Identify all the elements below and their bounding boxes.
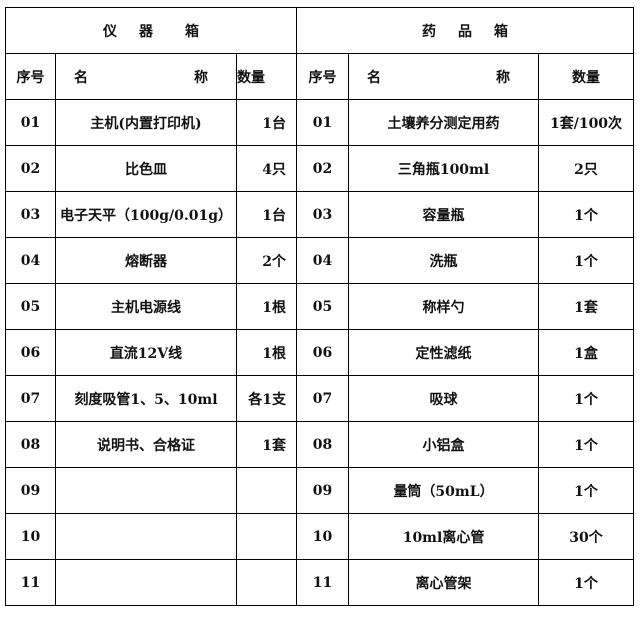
- reagent-name-cell: 三角瓶100ml: [348, 145, 540, 192]
- instrument-name-cell: 主机(内置打印机): [55, 99, 237, 146]
- reagent-qty-cell: 1套/100次: [538, 99, 635, 146]
- instrument-index-cell: 08: [5, 421, 56, 468]
- header-name-left: 名: [367, 69, 382, 86]
- reagent-name-cell: 小铝盒: [348, 421, 540, 468]
- reagent-index-cell: 08: [296, 421, 350, 468]
- reagent-index-cell: 04: [296, 237, 350, 284]
- reagent-qty-cell: 1个: [538, 421, 635, 468]
- header-qty: 数量: [235, 53, 298, 100]
- instrument-index-cell: 07: [5, 375, 56, 422]
- instrument-index-cell: 10: [5, 513, 56, 560]
- instrument-name-cell: 说明书、合格证: [55, 421, 237, 468]
- reagent-index-cell: 09: [296, 467, 350, 514]
- reagent-index-cell: 11: [296, 559, 350, 606]
- table-row: 03 电子天平（100g/0.01g） 1台 03 容量瓶 1个: [5, 191, 635, 238]
- instrument-name-cell: [55, 559, 237, 606]
- instrument-name-cell: 比色皿: [55, 145, 237, 192]
- table-row: 04 熔断器 2个 04 洗瓶 1个: [5, 237, 635, 284]
- instrument-qty-cell: [235, 559, 298, 606]
- header-qty: 数量: [538, 53, 635, 100]
- table-row: 09 09 量筒（50mL） 1个: [5, 467, 635, 514]
- instrument-qty-cell: 1根: [235, 329, 298, 376]
- instrument-qty-cell: 4只: [235, 145, 298, 192]
- reagent-name-cell: 定性滤纸: [348, 329, 540, 376]
- instrument-qty-cell: 1台: [235, 99, 298, 146]
- header-name-right: 称: [194, 69, 208, 86]
- instrument-name-cell: 主机电源线: [55, 283, 237, 330]
- title-char: 器: [139, 23, 153, 40]
- reagent-qty-cell: 1个: [538, 191, 635, 238]
- instrument-name-cell: 刻度吸管1、5、10ml: [55, 375, 237, 422]
- reagent-name-cell: 量筒（50mL）: [348, 467, 540, 514]
- reagent-name-cell: 土壤养分测定用药: [348, 99, 540, 146]
- reagent-qty-cell: 30个: [538, 513, 635, 560]
- reagent-qty-cell: 1个: [538, 375, 635, 422]
- reagent-name-cell: 离心管架: [348, 559, 540, 606]
- reagent-index-cell: 07: [296, 375, 350, 422]
- header-name-left: 名: [74, 69, 88, 86]
- instrument-index-cell: 05: [5, 283, 56, 330]
- instrument-qty-cell: 1套: [235, 421, 298, 468]
- reagent-index-cell: 10: [296, 513, 350, 560]
- reagent-qty-cell: 1套: [538, 283, 635, 330]
- title-char: 仪: [103, 23, 117, 40]
- table-row: 06 直流12V线 1根 06 定性滤纸 1盒: [5, 329, 635, 376]
- instrument-index-cell: 01: [5, 99, 56, 146]
- header-index: 序号: [296, 53, 350, 100]
- header-index: 序号: [5, 53, 56, 100]
- table-row: 10 10 10ml离心管 30个: [5, 513, 635, 560]
- instrument-index-cell: 02: [5, 145, 56, 192]
- instrument-index-cell: 09: [5, 467, 56, 514]
- reagent-index-cell: 05: [296, 283, 350, 330]
- instrument-qty-cell: 1根: [235, 283, 298, 330]
- table-row: 02 比色皿 4只 02 三角瓶100ml 2只: [5, 145, 635, 192]
- reagent-name-cell: 洗瓶: [348, 237, 540, 284]
- header-name: 名称: [55, 53, 237, 100]
- instrument-qty-cell: 各1支: [235, 375, 298, 422]
- instrument-qty-cell: [235, 513, 298, 560]
- reagent-qty-cell: 1个: [538, 467, 635, 514]
- instrument-qty-cell: [235, 467, 298, 514]
- title-char: 箱: [494, 23, 509, 40]
- instrument-index-cell: 03: [5, 191, 56, 238]
- reagent-name-cell: 称样勺: [348, 283, 540, 330]
- instrument-index-cell: 06: [5, 329, 56, 376]
- instrument-index-cell: 04: [5, 237, 56, 284]
- instrument-name-cell: 电子天平（100g/0.01g）: [55, 191, 237, 238]
- reagent-index-cell: 02: [296, 145, 350, 192]
- instrument-name-cell: 直流12V线: [55, 329, 237, 376]
- reagent-box-title: 药品箱: [296, 7, 635, 54]
- title-char: 药: [422, 23, 437, 40]
- instrument-box-title: 仪器箱: [4, 7, 298, 54]
- reagent-qty-cell: 2只: [538, 145, 635, 192]
- reagent-index-cell: 06: [296, 329, 350, 376]
- reagent-name-cell: 吸球: [348, 375, 540, 422]
- header-name: 名称: [348, 53, 540, 100]
- title-char: 品: [458, 23, 473, 40]
- reagent-index-cell: 01: [296, 99, 350, 146]
- instrument-qty-cell: 2个: [235, 237, 298, 284]
- instrument-index-cell: 11: [5, 559, 56, 606]
- title-char: 箱: [185, 23, 199, 40]
- packing-list-table: 仪器箱 药品箱 序号 名称 数量 序号 名称 数量 01 主机(内置打印机) 1台 0…: [4, 7, 635, 606]
- instrument-name-cell: [55, 467, 237, 514]
- table-row: 01 主机(内置打印机) 1台 01 土壤养分测定用药 1套/100次: [5, 99, 635, 146]
- table-row: 11 11 离心管架 1个: [5, 559, 635, 606]
- reagent-name-cell: 10ml离心管: [348, 513, 540, 560]
- header-name-right: 称: [496, 69, 511, 86]
- table-row: 07 刻度吸管1、5、10ml 各1支 07 吸球 1个: [5, 375, 635, 422]
- reagent-qty-cell: 1盒: [538, 329, 635, 376]
- table-row: 05 主机电源线 1根 05 称样勺 1套: [5, 283, 635, 330]
- reagent-index-cell: 03: [296, 191, 350, 238]
- instrument-qty-cell: 1台: [235, 191, 298, 238]
- instrument-name-cell: [55, 513, 237, 560]
- reagent-name-cell: 容量瓶: [348, 191, 540, 238]
- table-row: 08 说明书、合格证 1套 08 小铝盒 1个: [5, 421, 635, 468]
- instrument-name-cell: 熔断器: [55, 237, 237, 284]
- reagent-qty-cell: 1个: [538, 237, 635, 284]
- reagent-qty-cell: 1个: [538, 559, 635, 606]
